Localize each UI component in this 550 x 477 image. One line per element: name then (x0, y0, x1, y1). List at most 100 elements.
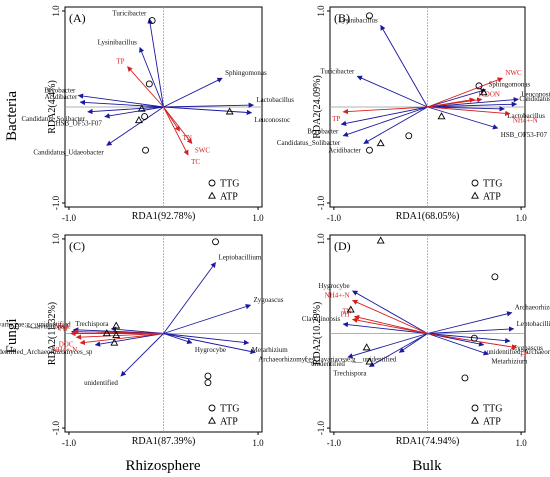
atp-point (110, 338, 119, 346)
ttg-point (366, 146, 373, 154)
species-arrow-label: Leuconostoc (521, 90, 550, 98)
species-arrow (106, 106, 164, 146)
species-arrow (104, 106, 164, 119)
panel-tag: (D) (334, 239, 351, 253)
x-tick-label: -1.0 (327, 438, 342, 448)
species-arrow-label: Candidatus_Udaeobacter (519, 95, 550, 103)
species-arrow-label: Trechispora (75, 320, 109, 328)
species-arrow (427, 101, 518, 108)
legend-atp-label: ATP (220, 417, 238, 428)
y-tick-label: -1.0 (51, 420, 61, 435)
env-arrow (79, 333, 164, 346)
panel-3: -1.0 1.0 1.0 -1.0 RDA1(74.94%) RDA2(10.29%) (D… (302, 233, 550, 448)
species-arrow-label: HSB_OF53-F07 (56, 120, 103, 128)
col-label-rhizosphere: Rhizosphere (126, 458, 201, 474)
col-label-bulk: Bulk (412, 458, 442, 474)
y-axis-label: RDA2(10.29%) (312, 302, 323, 366)
species-arrow (427, 106, 505, 112)
species-arrow (87, 106, 164, 115)
species-arrow-label: Zygoascus (253, 296, 283, 304)
species-arrow-label: Acidibacter (45, 93, 78, 101)
species-arrow-label: Candidatus_Solibacter (21, 115, 85, 123)
legend-atp-symbol (208, 416, 216, 424)
atp-point (365, 357, 374, 365)
env-arrow-label: TP (116, 58, 124, 66)
species-arrow-label: Turicibacter (112, 10, 147, 18)
ttg-point (405, 132, 413, 140)
y-tick-label: 1.0 (51, 233, 61, 245)
env-arrow-label: TP (519, 351, 527, 359)
atp-point (112, 321, 121, 329)
x-tick-label: 1.0 (515, 438, 527, 448)
y-axis-label: RDA2(24.09%) (312, 75, 323, 139)
legend-atp-label: ATP (483, 192, 501, 203)
species-arrow (120, 333, 164, 377)
species-arrow-label: Sphingomonas (225, 69, 267, 77)
species-arrow (352, 290, 428, 334)
row-label-bacteria: Bacteria (4, 91, 20, 141)
species-arrow-label: Archaeorhizomyces (515, 304, 550, 312)
ttg-point (141, 113, 149, 121)
y-axis-label: RDA2(11.32%) (47, 302, 58, 365)
atp-point (225, 107, 234, 115)
atp-point (376, 139, 385, 147)
species-arrow-label: Clavulinopsis (30, 323, 69, 331)
atp-point (346, 305, 355, 313)
env-arrow-label: NH4+-N (513, 117, 538, 125)
x-tick-label: -1.0 (327, 213, 342, 223)
env-arrow (163, 106, 193, 145)
species-arrow-label: Lactobacillus (256, 96, 294, 104)
env-arrow-label: NWC (505, 69, 522, 77)
species-arrow (342, 106, 428, 137)
env-arrow (353, 314, 428, 334)
species-arrow-label: Candidatus_Udaeobacter (33, 148, 104, 156)
x-axis-label: RDA1(92.78%) (132, 211, 196, 222)
y-tick-label: 1.0 (51, 5, 61, 17)
atp-point (479, 88, 488, 96)
env-arrow-label: TC (191, 158, 200, 166)
x-tick-label: 1.0 (252, 438, 264, 448)
species-arrow-label: Lysinibacillus (98, 38, 138, 46)
species-arrow (427, 333, 511, 344)
species-arrow (427, 88, 487, 108)
species-arrow-label: Trechispora (333, 370, 367, 378)
species-arrow-label: Candidatus_Solibacter (277, 139, 341, 147)
species-arrow (79, 99, 164, 108)
species-arrow-label: Leptobacillium (219, 254, 262, 262)
ttg-point (145, 80, 153, 88)
species-arrow (427, 311, 513, 334)
legend-ttg-symbol (471, 404, 479, 412)
atp-point (376, 236, 385, 244)
panel-tag: (A) (69, 11, 86, 25)
env-arrow-label: TN (342, 307, 351, 315)
species-arrow-label: Leptobacillium (517, 320, 550, 328)
legend-ttg-label: TTG (483, 179, 502, 190)
species-arrow-label: Turicibacter (320, 67, 355, 75)
panel-1: -1.0 1.0 1.0 -1.0 RDA1(68.05%) RDA2(24.09%) (B… (277, 5, 550, 223)
species-arrow (163, 77, 223, 108)
species-arrow (380, 24, 428, 108)
species-arrow-label: f__Clavariaceae;g__unidentified (0, 321, 71, 329)
x-tick-label: 1.0 (515, 213, 527, 223)
legend-ttg-symbol (208, 404, 216, 412)
species-arrow (427, 326, 515, 334)
species-arrow (356, 75, 428, 108)
y-tick-label: -1.0 (316, 195, 326, 210)
env-arrow-label: NH4+-N (325, 291, 350, 299)
y-tick-label: -1.0 (51, 195, 61, 210)
x-tick-label: -1.0 (62, 213, 77, 223)
panel-tag: (B) (334, 11, 350, 25)
species-arrow-label: Sphingomonas (489, 81, 531, 89)
species-arrow-label: Clavulinopsis (302, 315, 341, 323)
env-arrow (352, 299, 428, 334)
species-arrow (163, 102, 255, 108)
species-arrow (368, 333, 428, 367)
legend-atp-label: ATP (220, 192, 238, 203)
env-arrow-label: TP (332, 115, 340, 123)
env-arrow-label: DOC (59, 340, 74, 348)
species-arrow (363, 106, 428, 144)
species-arrow-label: Bryobacter (307, 127, 339, 135)
env-arrow-label: PH (341, 310, 350, 318)
env-arrow-label: NWC (54, 323, 71, 331)
